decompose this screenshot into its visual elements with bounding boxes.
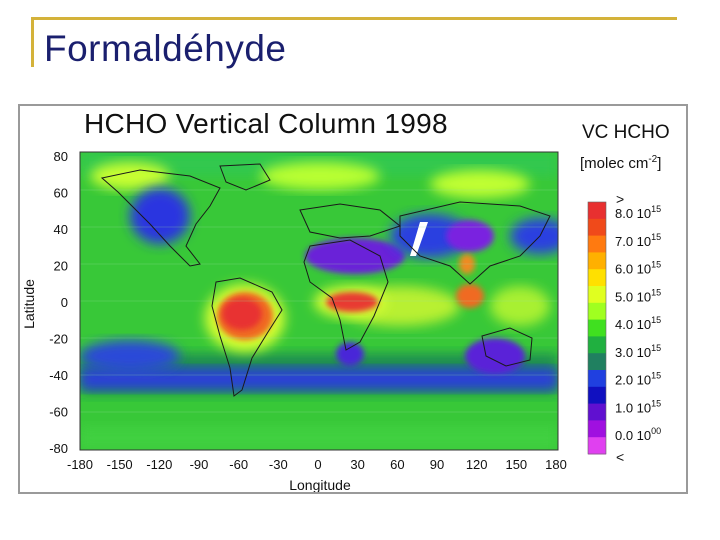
figure-title: HCHO Vertical Column 1998	[84, 108, 448, 139]
legend-top-symbol: >	[616, 191, 624, 207]
legend-swatch	[588, 202, 606, 220]
x-ticks: -180 -150 -120 -90 -60 -30 0 30 60 90 120 150 180	[67, 457, 567, 472]
legend-swatch	[588, 235, 606, 253]
x-tick-label: -120	[146, 457, 172, 472]
x-tick-label: 30	[350, 457, 364, 472]
y-tick-label: 0	[61, 295, 68, 310]
legend-label: 6.0 1015	[615, 260, 661, 277]
title-accent-line	[31, 17, 677, 20]
y-tick-label: 80	[54, 149, 68, 164]
coastlines	[100, 163, 551, 397]
legend-swatch	[588, 302, 606, 321]
legend-bottom-symbol: <	[616, 449, 624, 465]
legend-label-exp: 15	[651, 398, 661, 408]
y-tick-label: 40	[54, 222, 68, 237]
legend-swatch	[588, 269, 606, 287]
legend-label: 0.0 1000	[615, 426, 661, 443]
legend-label-exp: 15	[651, 371, 661, 381]
legend-swatch	[588, 420, 606, 438]
legend-label-exp: 00	[651, 426, 661, 436]
legend-label: 4.0 1015	[615, 315, 661, 332]
legend-label: 2.0 1015	[615, 371, 661, 388]
legend-label: 1.0 1015	[615, 398, 661, 415]
x-tick-label: -30	[269, 457, 288, 472]
legend-swatch	[588, 252, 606, 270]
legend-units-prefix: [molec cm	[580, 155, 649, 172]
legend-label-exp: 15	[651, 260, 661, 270]
hcho-figure: HCHO Vertical Column 1998 VC HCHO [molec…	[18, 104, 688, 494]
y-tick-label: -80	[49, 441, 68, 456]
x-tick-label: -180	[67, 457, 93, 472]
x-tick-label: 180	[545, 457, 567, 472]
legend-swatch	[588, 218, 606, 237]
legend-swatch	[588, 386, 606, 405]
x-tick-label: 90	[430, 457, 444, 472]
legend-label: 8.0 1015	[615, 204, 661, 221]
title-accent-bar	[31, 17, 34, 67]
x-tick-label: 60	[390, 457, 404, 472]
legend-label-exp: 15	[651, 343, 661, 353]
map-field	[80, 152, 558, 450]
x-tick-label: 0	[314, 457, 321, 472]
legend-swatch	[588, 437, 606, 455]
legend: > <8.0 1015 7.0 1015 6.0 1015 5.0 1015 4.0 10…	[587, 191, 661, 465]
x-tick-label: 150	[505, 457, 527, 472]
y-ticks: 80 60 40 20 0 -20 -40 -60 -80	[49, 149, 68, 456]
legend-label-exp: 15	[651, 204, 661, 214]
y-tick-label: -20	[49, 332, 68, 347]
legend-units-suffix: ]	[657, 155, 662, 172]
legend-label: 3.0 1015	[615, 343, 661, 360]
y-tick-label: -40	[49, 368, 68, 383]
legend-swatch	[588, 286, 606, 304]
y-tick-label: 60	[54, 186, 68, 201]
legend-units-exp: -2	[648, 154, 658, 165]
legend-units: [molec cm-2]	[580, 154, 661, 172]
y-tick-label: -60	[49, 405, 68, 420]
legend-label-exp: 15	[651, 315, 661, 325]
legend-label: 7.0 1015	[615, 232, 661, 249]
legend-label: 5.0 1015	[615, 287, 661, 304]
legend-label-exp: 15	[651, 287, 661, 297]
y-tick-label: 20	[54, 259, 68, 274]
legend-swatch	[588, 336, 606, 354]
x-tick-label: -90	[190, 457, 209, 472]
x-tick-label: -60	[229, 457, 248, 472]
legend-swatch	[588, 353, 606, 371]
legend-label-exp: 15	[651, 232, 661, 242]
legend-swatch	[588, 370, 606, 388]
x-tick-label: 120	[466, 457, 488, 472]
legend-swatch	[588, 403, 606, 421]
legend-swatch	[588, 319, 606, 337]
x-axis-label: Longitude	[289, 477, 351, 492]
y-axis-label: Latitude	[21, 279, 37, 329]
slide-title: Formaldéhyde	[44, 28, 287, 69]
x-tick-label: -150	[107, 457, 133, 472]
legend-title: VC HCHO	[582, 122, 670, 143]
